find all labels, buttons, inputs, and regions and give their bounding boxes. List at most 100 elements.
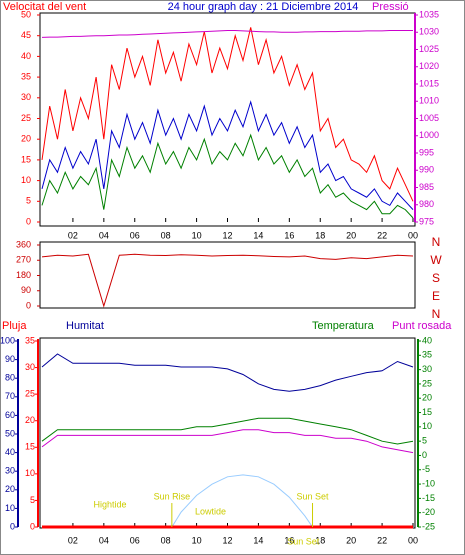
x-tick-label: 14 [253, 230, 263, 240]
x-tick-label: 00 [408, 535, 418, 545]
y-tick-label: 995 [419, 147, 434, 157]
y-tick-label: 35 [25, 335, 35, 345]
y-tick-label: 15 [422, 407, 432, 417]
series-line [41, 133, 414, 219]
sun-curve [171, 474, 313, 528]
series-line [41, 27, 414, 202]
y-tick-label: 30 [5, 466, 15, 476]
x-tick-label: 12 [222, 230, 232, 240]
direction-panel [39, 241, 416, 309]
y-tick-label: 40 [5, 447, 15, 457]
y-tick-label: 1010 [419, 96, 439, 106]
y-tick-label: 60 [5, 410, 15, 420]
y-tick-label: 15 [25, 442, 35, 452]
x-tick-label: 08 [161, 535, 171, 545]
x-tick-label: 14 [253, 535, 263, 545]
y-tick-label: 20 [25, 415, 35, 425]
x-tick-label: 16 [284, 230, 294, 240]
y-tick-label: 70 [5, 391, 15, 401]
y-tick-label: 180 [16, 270, 31, 280]
y-tick-label: 15 [21, 154, 31, 164]
x-tick-label: 02 [68, 535, 78, 545]
y-tick-label: 10 [21, 175, 31, 185]
y-tick-label: 25 [25, 389, 35, 399]
y-tick-label: 90 [5, 354, 15, 364]
y-tick-label: 35 [21, 71, 31, 81]
direction-label: N [432, 307, 441, 321]
x-tick-label: 08 [161, 230, 171, 240]
y-tick-label: 10 [25, 468, 35, 478]
y-tick-label: 10 [5, 503, 15, 513]
x-tick-label: 18 [315, 535, 325, 545]
y-tick-label: 20 [21, 134, 31, 144]
legend-label: Velocitat del vent [3, 1, 86, 13]
y-tick-label: 0 [422, 450, 427, 460]
y-tick-label: 50 [21, 9, 31, 19]
annotation: Sun Set [297, 491, 330, 501]
y-tick-label: 20 [422, 393, 432, 403]
y-tick-label: 25 [21, 113, 31, 123]
y-tick-label: 1025 [419, 44, 439, 54]
direction-label: E [432, 289, 440, 303]
y-tick-label: 100 [0, 335, 15, 345]
x-tick-label: 22 [377, 535, 387, 545]
y-tick-label: 5 [422, 436, 427, 446]
y-tick-label: 0 [26, 300, 31, 310]
x-tick-label: 20 [346, 535, 356, 545]
y-tick-label: 980 [419, 199, 434, 209]
series-line [41, 253, 414, 308]
wind-panel [39, 12, 416, 227]
y-tick-label: 80 [5, 373, 15, 383]
y-tick-label: 1030 [419, 27, 439, 37]
direction-label: N [432, 235, 441, 249]
annotation: Sun Rise [154, 491, 191, 501]
y-tick-label: 360 [16, 239, 31, 249]
y-tick-label: 90 [21, 285, 31, 295]
annotation: Lowtide [195, 506, 226, 516]
direction-label: S [432, 271, 440, 285]
annotation: Hightide [94, 499, 127, 509]
y-tick-label: 25 [422, 378, 432, 388]
series-line [41, 429, 414, 454]
y-tick-label: 30 [21, 92, 31, 102]
y-tick-label: 985 [419, 182, 434, 192]
y-tick-label: 1005 [419, 113, 439, 123]
y-tick-label: 50 [5, 428, 15, 438]
y-tick-label: 30 [422, 364, 432, 374]
x-tick-label: 06 [130, 535, 140, 545]
y-tick-label: 5 [26, 196, 31, 206]
y-tick-label: 975 [419, 216, 434, 226]
y-tick-label: -10 [422, 478, 435, 488]
x-tick-label: 00 [408, 230, 418, 240]
series-line [41, 353, 414, 392]
legend-label: Pluja [2, 320, 27, 332]
series-line [41, 100, 414, 210]
y-tick-label: 0 [26, 216, 31, 226]
x-tick-label: 02 [68, 230, 78, 240]
y-tick-label: 0 [30, 521, 35, 531]
y-tick-label: 0 [10, 521, 15, 531]
x-tick-label: 20 [346, 230, 356, 240]
x-tick-label: 18 [315, 230, 325, 240]
x-tick-label: 12 [222, 535, 232, 545]
y-tick-label: -5 [422, 464, 430, 474]
y-tick-label: 45 [21, 30, 31, 40]
y-tick-label: 270 [16, 255, 31, 265]
y-tick-label: -15 [422, 493, 435, 503]
x-tick-label: 04 [99, 230, 109, 240]
y-tick-label: -25 [422, 521, 435, 531]
legend-label: Pressió [372, 1, 409, 13]
legend-label: Punt rosada [392, 320, 452, 332]
y-tick-label: 40 [422, 335, 432, 345]
legend-label: Humitat [66, 320, 104, 332]
y-tick-label: 30 [25, 362, 35, 372]
x-tick-label: 06 [130, 230, 140, 240]
y-tick-label: 1015 [419, 78, 439, 88]
x-tick-label: 10 [192, 230, 202, 240]
y-tick-label: 1035 [419, 9, 439, 19]
legend-label: Temperatura [312, 320, 375, 332]
x-tick-label: 04 [99, 535, 109, 545]
y-tick-label: 35 [422, 350, 432, 360]
direction-label: W [430, 253, 442, 267]
